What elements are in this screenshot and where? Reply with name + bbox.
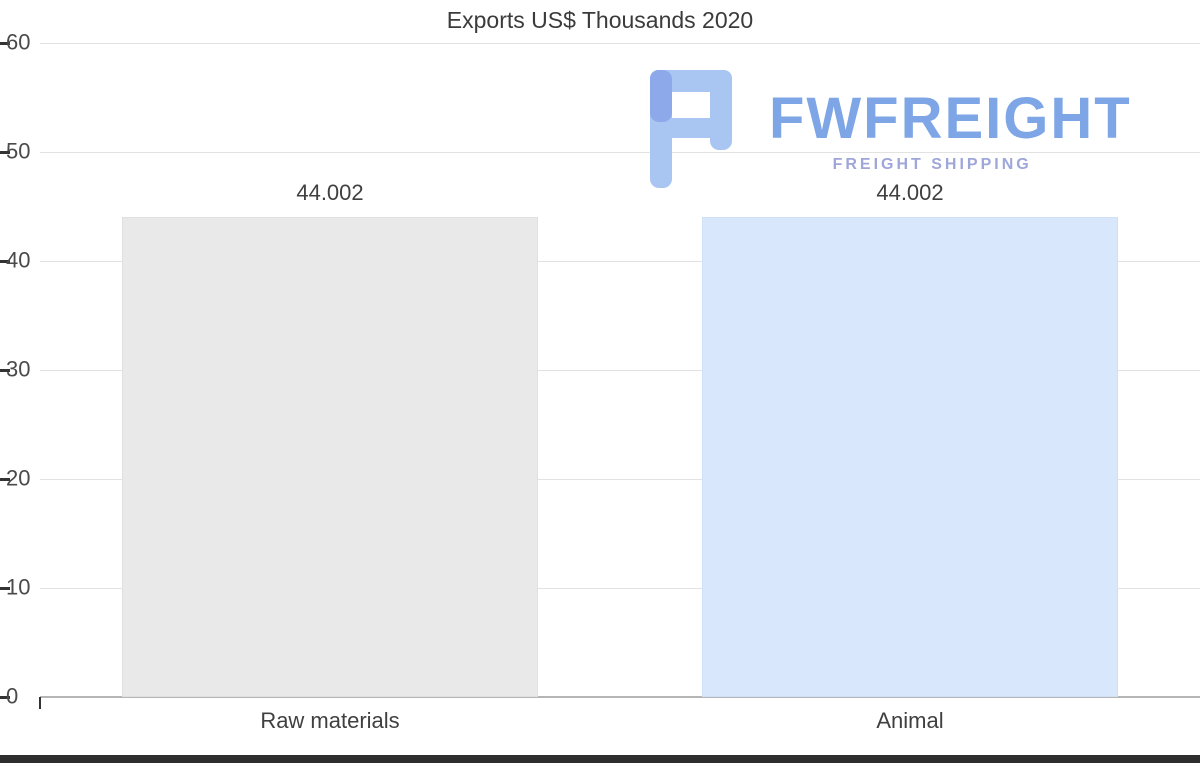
bottom-edge <box>0 755 1200 763</box>
y-axis-tick-label: 50 <box>6 138 31 164</box>
bar-raw-materials <box>122 217 538 697</box>
gridline <box>40 43 1200 44</box>
y-axis-tick <box>0 477 10 481</box>
watermark-logo: FWFREIGHT FREIGHT SHIPPING <box>650 70 1132 188</box>
y-axis-tick <box>0 695 10 699</box>
chart-title: Exports US$ Thousands 2020 <box>446 7 754 33</box>
bar-animal <box>702 217 1118 697</box>
y-axis-tick <box>0 586 10 590</box>
x-axis-category-label: Raw materials <box>260 708 400 733</box>
y-axis-tick-label: 0 <box>6 683 19 709</box>
y-axis-tick <box>0 41 10 45</box>
brand-text: FWFREIGHT <box>769 86 1132 151</box>
y-axis-tick-label: 10 <box>6 574 31 600</box>
bar-value-label: 44.002 <box>876 180 944 206</box>
brand-block: FWFREIGHT FREIGHT SHIPPING <box>769 70 1132 174</box>
y-axis-tick <box>0 150 10 154</box>
y-axis-tick <box>0 368 10 372</box>
y-axis-tick-label: 20 <box>6 465 31 491</box>
x-axis-category-label: Animal <box>876 708 944 733</box>
gridline <box>40 479 1200 480</box>
y-axis-tick-label: 40 <box>6 247 31 273</box>
bar-value-label: 44.002 <box>296 180 364 206</box>
gridline <box>40 152 1200 153</box>
gridline <box>40 261 1200 262</box>
y-axis-tick-label: 60 <box>6 29 31 55</box>
y-axis-tick <box>0 259 10 263</box>
fwfreight-logo-icon <box>650 70 732 188</box>
x-axis-line <box>40 696 1200 698</box>
gridline <box>40 370 1200 371</box>
x-axis-tick <box>39 697 41 709</box>
y-axis-tick-label: 30 <box>6 356 31 382</box>
brand-tagline: FREIGHT SHIPPING <box>832 156 1032 173</box>
gridline <box>40 588 1200 589</box>
